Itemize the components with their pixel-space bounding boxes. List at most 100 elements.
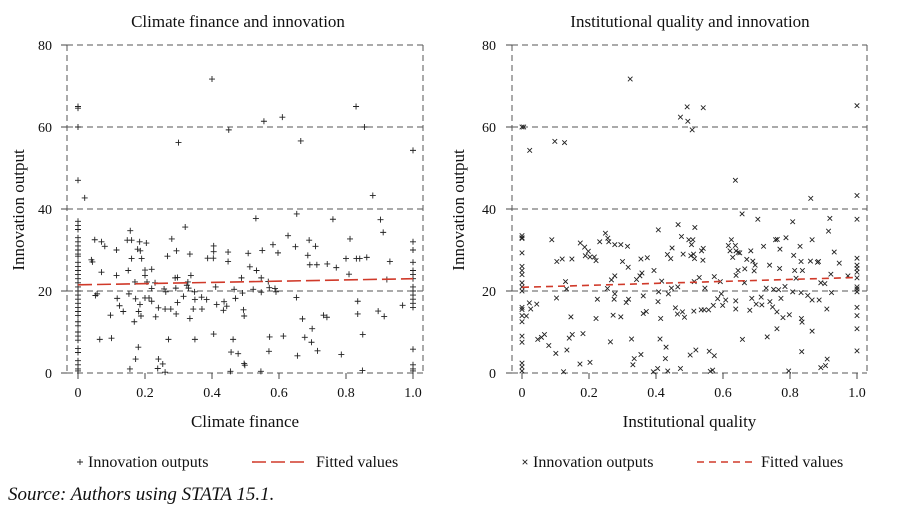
data-point <box>75 124 81 130</box>
data-point <box>519 280 525 286</box>
data-point <box>688 242 695 248</box>
data-point <box>359 367 366 374</box>
data-point <box>749 295 755 301</box>
data-point <box>245 250 252 257</box>
data-point <box>92 292 99 299</box>
data-point <box>191 288 198 295</box>
data-point <box>410 304 416 311</box>
data-point <box>230 336 237 343</box>
data-point <box>241 362 248 369</box>
x-tick-label: 0.2 <box>136 386 154 401</box>
data-point <box>187 272 194 279</box>
x-tick-label: 0 <box>519 386 526 401</box>
data-point <box>138 255 145 262</box>
data-point <box>630 362 636 368</box>
data-point <box>577 361 583 367</box>
data-point <box>519 364 525 370</box>
data-point <box>292 243 299 250</box>
data-point <box>605 235 611 241</box>
data-point <box>377 216 384 223</box>
data-point <box>775 287 782 293</box>
data-point <box>828 290 835 296</box>
data-point <box>602 230 609 236</box>
data-point <box>132 356 139 363</box>
data-point <box>759 302 765 308</box>
data-point <box>772 237 779 243</box>
data-point <box>541 331 548 338</box>
data-point <box>519 368 525 374</box>
data-point <box>818 365 824 371</box>
data-point <box>523 313 529 319</box>
data-point <box>799 267 806 274</box>
data-point <box>569 256 575 262</box>
data-point <box>519 288 525 294</box>
data-point <box>809 297 815 303</box>
data-point <box>125 290 132 297</box>
data-point <box>854 304 860 311</box>
data-point <box>604 285 611 292</box>
data-point <box>221 298 228 305</box>
data-point <box>324 260 331 267</box>
data-point <box>209 76 215 83</box>
data-point <box>309 325 316 332</box>
data-point <box>320 312 327 319</box>
data-point <box>657 336 663 342</box>
data-point <box>854 269 860 275</box>
data-point <box>766 262 773 268</box>
data-point <box>680 251 686 257</box>
data-point <box>618 314 624 320</box>
data-point <box>675 284 681 290</box>
data-point <box>679 309 686 315</box>
data-point <box>252 215 259 222</box>
data-point <box>786 368 792 374</box>
x-tick-label: 0.6 <box>714 386 732 401</box>
data-point <box>155 356 162 363</box>
data-point <box>410 147 416 154</box>
data-point <box>91 236 98 243</box>
data-point <box>280 333 287 340</box>
data-point <box>137 313 144 320</box>
data-point <box>168 235 175 242</box>
data-point <box>786 312 792 318</box>
data-point <box>534 301 540 307</box>
data-point <box>127 227 134 234</box>
data-point <box>173 310 180 317</box>
data-point <box>650 369 656 375</box>
data-point <box>783 235 789 241</box>
data-point <box>75 226 81 233</box>
data-point <box>210 255 217 262</box>
data-point <box>607 339 614 345</box>
legend: Innovation outputs Fitted values <box>77 454 398 471</box>
data-point <box>75 177 81 184</box>
data-point <box>333 264 340 271</box>
data-point <box>723 297 729 303</box>
data-point <box>410 346 416 353</box>
data-point <box>799 349 805 355</box>
data-point <box>159 360 166 367</box>
data-point <box>89 258 96 265</box>
legend-marker-points <box>77 459 83 465</box>
data-point <box>175 139 182 146</box>
data-point <box>827 215 833 222</box>
data-point <box>519 333 525 339</box>
data-point <box>410 247 416 253</box>
data-point <box>753 301 759 307</box>
data-point <box>742 266 748 272</box>
data-point <box>329 216 336 223</box>
data-point <box>625 264 631 270</box>
data-point <box>619 258 626 265</box>
data-point <box>658 315 664 322</box>
data-point <box>323 314 330 321</box>
data-point <box>824 356 830 362</box>
data-point <box>101 243 108 250</box>
data-point <box>587 359 593 365</box>
data-point <box>285 232 292 239</box>
chart-title: Institutional quality and innovation <box>570 12 810 31</box>
data-point <box>774 326 780 332</box>
data-point <box>836 260 842 266</box>
fitted-line <box>521 276 858 289</box>
data-point <box>638 256 644 262</box>
data-point <box>854 216 860 222</box>
data-point <box>210 248 217 255</box>
data-point <box>198 306 205 313</box>
